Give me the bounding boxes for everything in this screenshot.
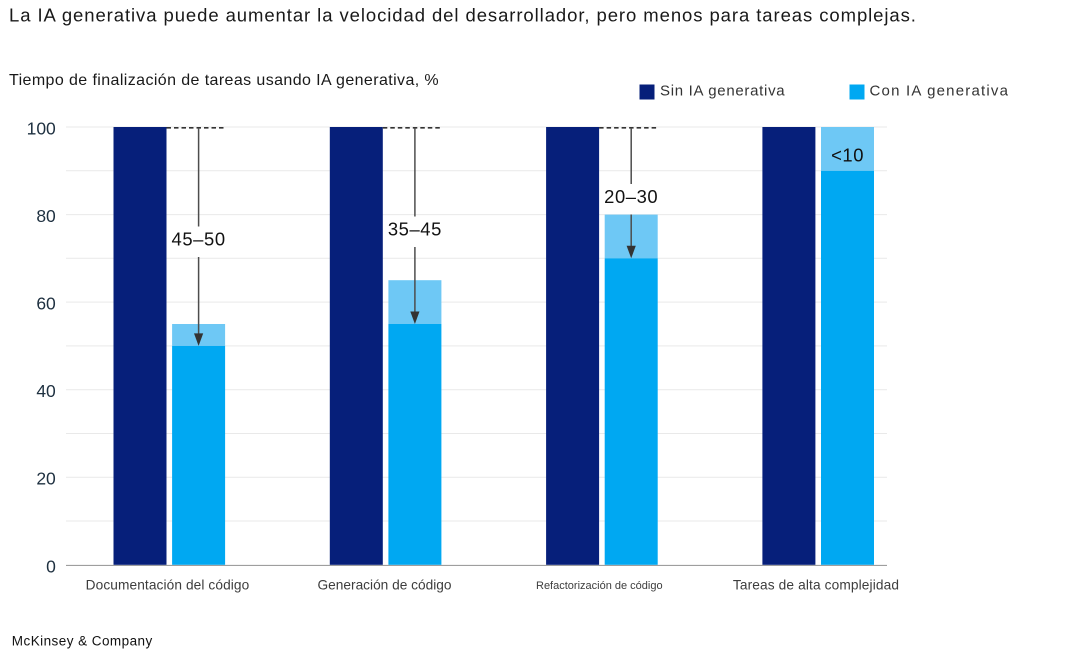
svg-text:<10: <10 xyxy=(831,144,864,165)
svg-text:McKinsey & Company: McKinsey & Company xyxy=(12,634,153,649)
svg-text:100: 100 xyxy=(27,119,56,139)
svg-text:40: 40 xyxy=(36,381,56,401)
svg-text:80: 80 xyxy=(36,206,56,226)
svg-text:0: 0 xyxy=(46,556,56,576)
svg-text:Generación de código: Generación de código xyxy=(318,578,452,593)
svg-text:Con IA generativa: Con IA generativa xyxy=(870,83,1010,100)
svg-text:Documentación del código: Documentación del código xyxy=(86,578,250,593)
svg-text:45–50: 45–50 xyxy=(172,229,226,250)
svg-text:Tareas de alta complejidad: Tareas de alta complejidad xyxy=(733,578,899,593)
svg-text:Tiempo de finalización de tare: Tiempo de finalización de tareas usando … xyxy=(9,72,439,89)
svg-text:20: 20 xyxy=(36,469,56,489)
svg-text:60: 60 xyxy=(36,294,56,314)
svg-text:La IA generativa puede aumenta: La IA generativa puede aumentar la veloc… xyxy=(9,5,917,26)
svg-text:35–45: 35–45 xyxy=(388,219,442,240)
svg-text:20–30: 20–30 xyxy=(604,186,658,207)
svg-text:Sin IA generativa: Sin IA generativa xyxy=(660,83,785,100)
svg-text:Refactorización de código: Refactorización de código xyxy=(536,580,663,592)
